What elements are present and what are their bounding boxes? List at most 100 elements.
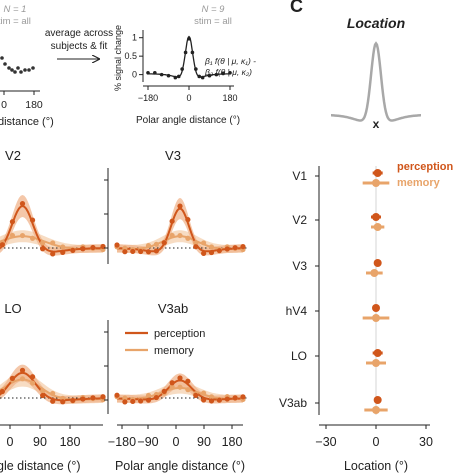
memory-point [29,235,36,241]
left-xlabel: distance (°) [0,116,54,128]
perception-point [208,398,215,404]
perception-point [138,398,144,404]
perception-point [193,392,199,399]
perception-point [224,396,230,402]
memory-point [19,232,26,239]
perception-point [177,375,183,381]
left-dot-7 [19,70,23,74]
memory-marker-2 [370,269,379,277]
memory-point [201,240,207,246]
inset-xtick-label-0: −180 [138,93,158,103]
perception-point [50,251,56,257]
perception-point [70,247,76,253]
inset-note-n: N = 9 [202,4,226,15]
perception-point [80,396,86,402]
arrow-caption-1: average across [45,28,113,39]
location-marker: x [373,117,380,131]
memory-marker-0 [372,179,380,187]
main-legend: perception memory [125,328,205,357]
perception-point [80,246,86,252]
inset-xticks: −180 0 180 [138,86,238,103]
inset-xtick-label-1: 0 [186,93,191,103]
perception-point [60,249,66,255]
panel-title: V3 [165,148,181,163]
bottom-xtick-label-right-4: 180 [222,435,243,449]
inset-ytick-label-1: 0.5 [124,51,137,61]
location-legend-perception: perception [397,161,454,173]
inset-dot-10 [194,67,198,71]
left-dot-5 [13,70,17,74]
location-xlabel: Location (°) [344,459,408,473]
bottom-xlabel-left: gle distance (°) [0,459,81,473]
inset-dot-14 [214,72,219,77]
panel-LO: LO [0,301,107,405]
inset-dot-1 [153,70,157,75]
left-dot-3 [7,66,11,70]
bottom-axes: gle distance (°) Polar angle distance (°… [0,424,245,473]
inset-xtick-label-2: 180 [222,93,237,103]
perception-marker-0 [373,169,382,177]
perception-point [90,395,96,401]
inset-dot-13 [207,73,212,78]
memory-point [185,235,191,241]
memory-point [145,392,152,399]
panel-letter: C [290,0,303,16]
inset-dot-11 [197,74,202,79]
location-ytick-label-2: V3 [292,259,307,273]
inset-dot-0 [146,70,150,75]
memory-point [169,384,175,390]
inset-dot-2 [159,72,164,77]
perception-point [19,201,26,207]
location-legend-memory: memory [397,177,441,189]
memory-point [19,376,26,382]
legend-label-memory: memory [154,345,194,357]
perception-marker-3 [372,304,380,312]
memory-point [50,240,56,246]
top-left-fragment: N = 1 stim = all 0 180 distance (°) [0,4,54,128]
location-xtick-label-1: 0 [373,435,380,449]
perception-point [232,245,238,251]
left-note-stim: stim = all [0,16,31,27]
location-ytick-label-5: V3ab [279,396,307,410]
left-dot-4 [10,68,14,72]
inset-dot-3 [166,73,171,78]
perception-point [60,399,66,405]
inset-yticks: 10.50 [124,33,143,80]
memory-point [185,387,191,393]
left-note-n: N = 1 [4,4,27,15]
location-schematic-curve [331,41,421,122]
perception-point [224,246,230,252]
perception-point [122,249,128,255]
bottom-xtick-label-right-3: 90 [197,435,211,449]
perception-point [130,248,136,255]
location-ytick-label-3: hV4 [286,304,308,318]
panel-title: V3ab [158,301,188,316]
perception-point [40,246,46,252]
perception-point [216,248,222,254]
left-tick-label-180: 180 [25,99,43,111]
inset-xlabel: Polar angle distance (°) [136,115,240,126]
legend-label-perception: perception [154,328,205,340]
inset-dot-4 [173,75,178,80]
left-dot-1 [0,56,4,60]
perception-point [40,392,46,399]
left-dot-6 [16,66,20,70]
memory-marker-5 [372,406,380,414]
memory-point [9,232,16,239]
perception-point [153,394,159,401]
perception-point [161,240,167,246]
inset-dot-5 [176,74,181,79]
memory-marker-1 [373,223,382,231]
location-chart: perception memory Location (°) V1 V2 V3 hV4… [279,161,454,473]
tuning-panels: V2 V3 LO V3ab [0,148,247,414]
process-arrow: average across subjects & fit [45,28,113,59]
memory-point [145,242,152,249]
perception-point [145,397,152,403]
panel-title: V2 [5,148,21,163]
perception-point [9,375,16,381]
perception-point [0,242,5,248]
memory-point [50,390,56,397]
bottom-xtick-label-left-2: 180 [60,435,81,449]
memory-point [201,390,207,396]
